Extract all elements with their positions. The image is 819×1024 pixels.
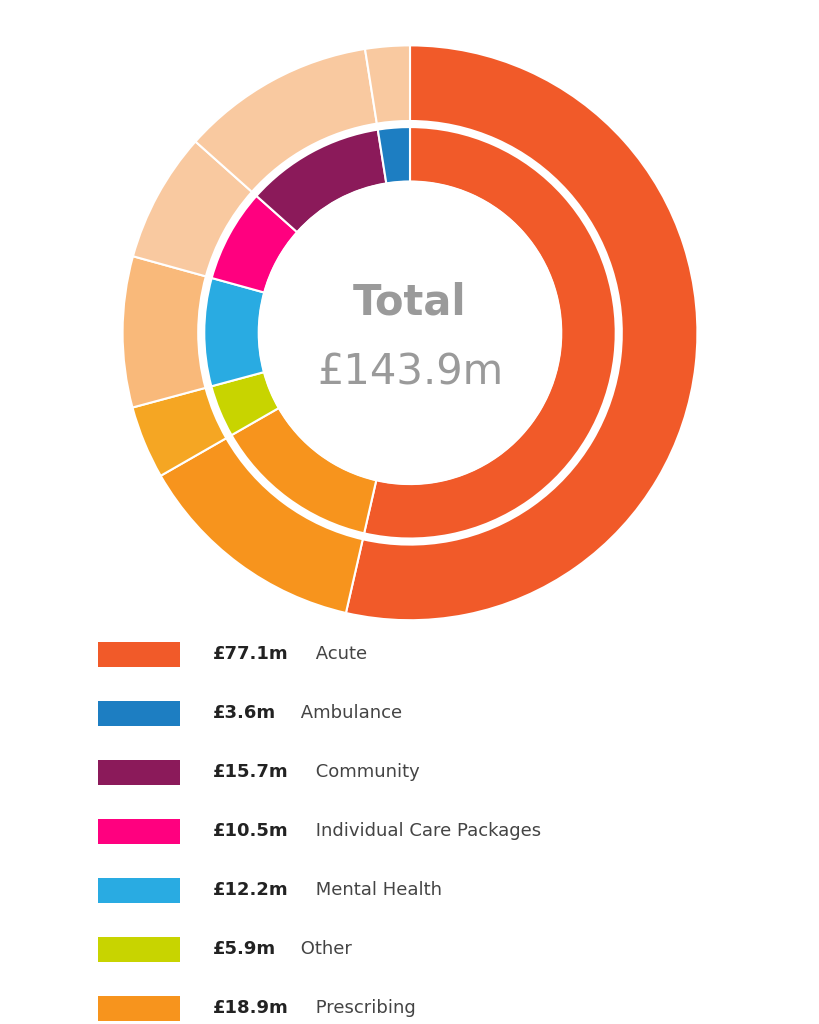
Bar [98,760,180,785]
Bar [98,700,180,726]
Wedge shape [364,127,615,539]
Wedge shape [204,278,264,386]
Text: Individual Care Packages: Individual Care Packages [310,822,541,841]
Text: Community: Community [310,763,419,781]
Wedge shape [161,438,362,613]
Bar [98,878,180,903]
Wedge shape [346,45,697,621]
Text: Total: Total [353,282,466,324]
Text: £77.1m: £77.1m [213,645,288,664]
Wedge shape [256,130,386,232]
Text: £18.9m: £18.9m [213,999,288,1018]
Wedge shape [378,127,410,183]
Wedge shape [122,256,206,408]
Wedge shape [211,196,296,293]
Bar [98,937,180,963]
Text: £12.2m: £12.2m [213,882,288,899]
Wedge shape [211,372,278,435]
Wedge shape [231,408,376,534]
Text: Prescribing: Prescribing [310,999,415,1018]
Text: £10.5m: £10.5m [213,822,288,841]
Text: Acute: Acute [310,645,367,664]
Wedge shape [133,388,226,476]
Text: Mental Health: Mental Health [310,882,441,899]
Text: £3.6m: £3.6m [213,705,276,722]
Circle shape [259,181,560,484]
Text: £15.7m: £15.7m [213,763,288,781]
Wedge shape [133,141,251,276]
Text: Other: Other [295,940,351,958]
Bar [98,642,180,667]
Bar [98,819,180,844]
Text: Ambulance: Ambulance [295,705,402,722]
Wedge shape [195,49,377,191]
Text: £5.9m: £5.9m [213,940,276,958]
Wedge shape [364,45,410,124]
Text: £143.9m: £143.9m [317,351,502,393]
Bar [98,995,180,1021]
